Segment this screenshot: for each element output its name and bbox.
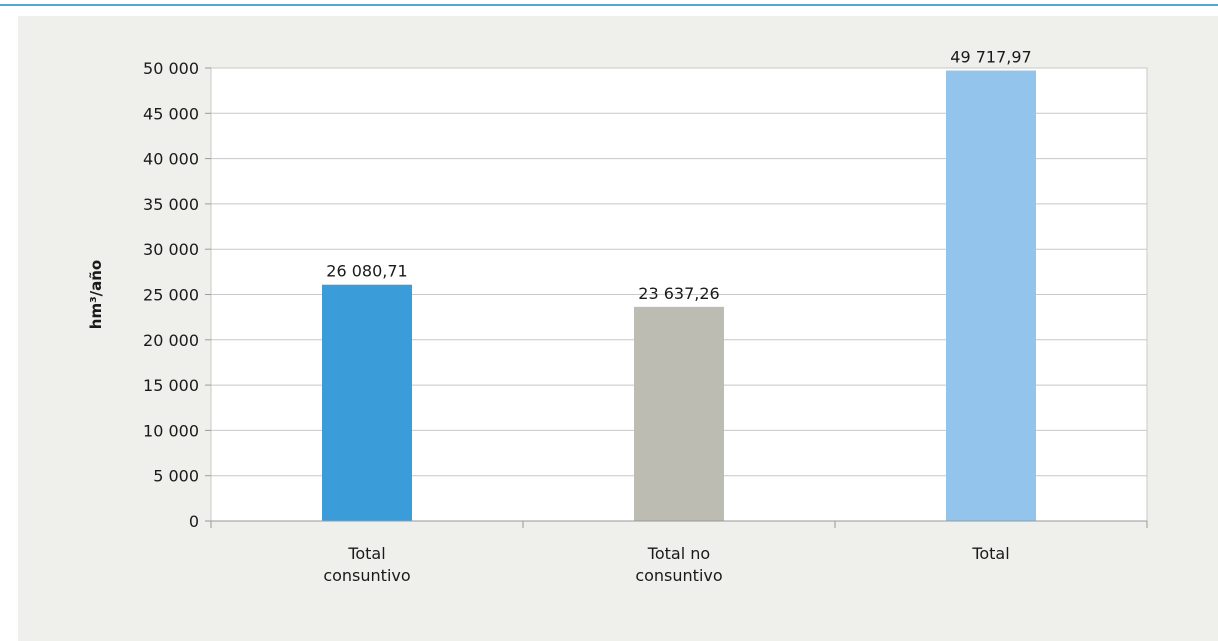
- y-tick-label: 10 000: [143, 421, 199, 440]
- y-tick-label: 25 000: [143, 286, 199, 305]
- data-labels: 26 080,71 23 637,26 49 717,97: [326, 48, 1031, 303]
- x-category-label-line: Total no: [647, 544, 710, 563]
- axes: [205, 67, 1148, 528]
- y-tick-label: 20 000: [143, 331, 199, 350]
- x-category-labels: Total consuntivo Total no consuntivo Total: [323, 544, 1009, 585]
- x-category-label: Total no consuntivo: [635, 544, 722, 585]
- y-tick-label: 15 000: [143, 376, 199, 395]
- y-tick-labels: 0 5 000 10 000 15 000 20 000 25 000 30 000 35 0…: [143, 59, 199, 531]
- x-category-label-line: Total: [347, 544, 385, 563]
- top-accent-rule: [0, 4, 1218, 6]
- x-category-label-line: Total: [971, 544, 1009, 563]
- x-category-label: Total: [971, 544, 1009, 563]
- y-tick-label: 30 000: [143, 240, 199, 259]
- data-label: 26 080,71: [326, 262, 407, 281]
- x-category-label-line: consuntivo: [323, 566, 410, 585]
- x-category-label: Total consuntivo: [323, 544, 410, 585]
- bar: [322, 284, 412, 521]
- y-axis-title: hm³/año: [87, 260, 105, 329]
- y-tick-label: 0: [189, 512, 199, 531]
- y-tick-label: 50 000: [143, 59, 199, 78]
- bar: [634, 306, 724, 521]
- y-tick-label: 35 000: [143, 195, 199, 214]
- data-label: 23 637,26: [638, 284, 719, 303]
- data-label: 49 717,97: [950, 48, 1031, 67]
- x-category-label-line: consuntivo: [635, 566, 722, 585]
- y-tick-label: 5 000: [153, 467, 199, 486]
- y-tick-label: 40 000: [143, 150, 199, 169]
- bar: [946, 70, 1036, 522]
- bars: [322, 70, 1036, 522]
- y-tick-label: 45 000: [143, 104, 199, 123]
